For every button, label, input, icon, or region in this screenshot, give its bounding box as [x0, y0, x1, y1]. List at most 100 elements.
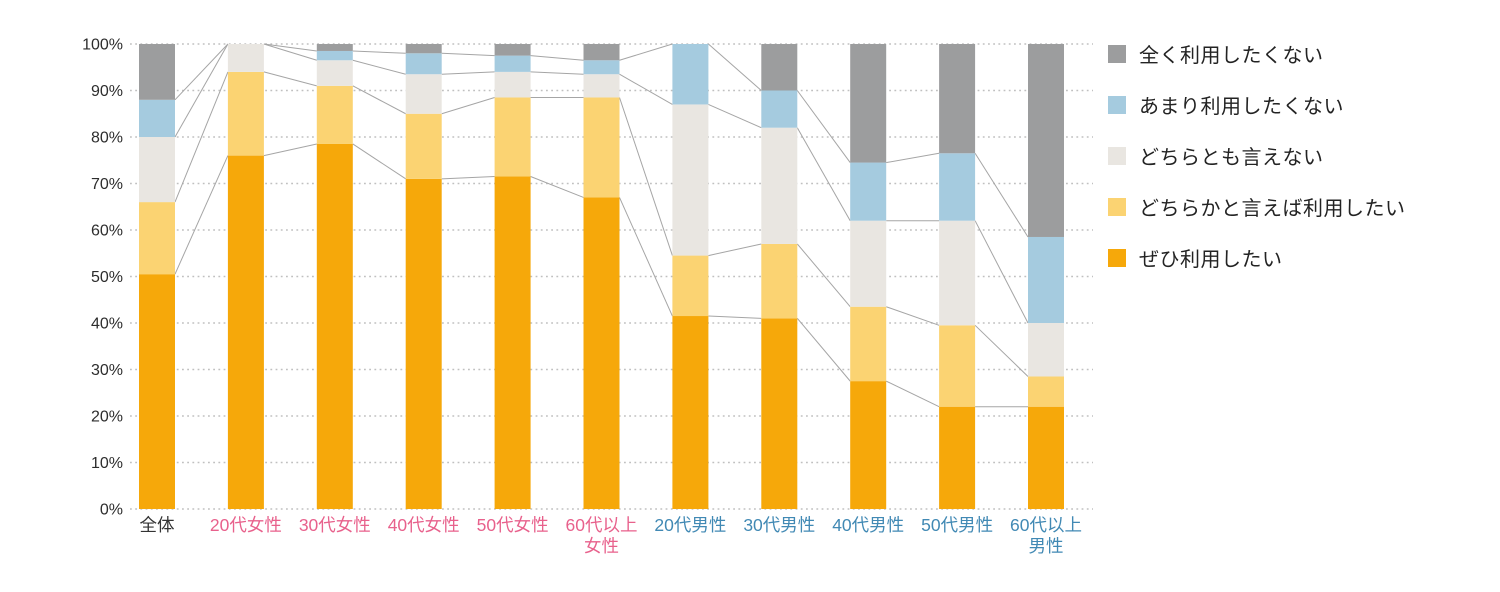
legend: 全く利用したくない あまり利用したくない どちらとも言えない どちらかと言えば利… [1108, 44, 1406, 271]
connector-line [352, 143, 406, 180]
bar-segment [405, 113, 442, 179]
bar-segment [761, 318, 798, 509]
bar-segment [405, 74, 442, 114]
connector-line [174, 43, 229, 101]
y-tick-label: 30% [91, 362, 123, 379]
connector-line [530, 71, 584, 75]
bar-segment [494, 71, 531, 98]
y-tick-label: 100% [82, 37, 123, 54]
y-tick-label: 10% [91, 455, 123, 472]
x-tick-label: 全体 [140, 515, 175, 535]
x-tick-label: 20代男性 [654, 515, 726, 535]
connector-line [886, 306, 940, 326]
legend-swatch-somewhat-want-use [1108, 197, 1126, 216]
x-tick-label: 40代女性 [388, 515, 460, 535]
connector-line [886, 152, 940, 164]
legend-item: あまり利用したくない [1108, 95, 1406, 118]
connector-line [708, 103, 762, 129]
connector-line [619, 43, 673, 61]
bar-segment [761, 243, 798, 319]
y-tick-label: 40% [91, 316, 123, 333]
bar-segment [227, 44, 264, 72]
bar-segment [583, 44, 620, 61]
bar-segment [227, 155, 264, 509]
bar-segment [316, 85, 353, 144]
connector-line [974, 153, 1029, 238]
bar-segment [761, 44, 798, 91]
y-tick-label: 60% [91, 223, 123, 240]
bar-segment [583, 74, 620, 98]
bar-segment [1028, 236, 1064, 323]
legend-item: 全く利用したくない [1108, 44, 1406, 67]
legend-label: どちらとも言えない [1139, 147, 1324, 169]
bar-segment [761, 127, 798, 244]
bar-segment [139, 202, 175, 275]
bar-segment [1028, 323, 1064, 377]
bar-segment [672, 44, 709, 105]
bar-segment [939, 44, 976, 154]
bar-segment [939, 153, 976, 221]
connector-line [796, 318, 851, 382]
bar-segment [139, 137, 175, 203]
bar-segment [1028, 44, 1064, 237]
bar-segment [316, 50, 353, 61]
y-tick-label: 70% [91, 176, 123, 193]
bar-segment [672, 316, 709, 509]
legend-item: ぜひ利用したい [1108, 248, 1406, 271]
bar-segment [1028, 376, 1064, 407]
x-tick-label: 60代以上男性 [1010, 515, 1082, 556]
bar-segment [850, 381, 887, 509]
connector-line [263, 71, 317, 87]
bar-segment [405, 178, 442, 509]
legend-label: どちらかと言えば利用したい [1139, 198, 1406, 220]
legend-swatch-definitely-want-use [1108, 248, 1126, 267]
bar-segment [405, 53, 442, 75]
bar-segment [939, 220, 976, 326]
bar-segment [939, 406, 976, 509]
connector-line [796, 90, 851, 163]
bar-segment [316, 143, 353, 509]
bar-segment [139, 99, 175, 137]
x-tick-label: 30代女性 [299, 515, 371, 535]
y-tick-label: 80% [91, 130, 123, 147]
bar-segment [494, 55, 531, 72]
connector-line [708, 315, 762, 319]
legend-label: あまり利用したくない [1139, 96, 1344, 118]
bar-segment [850, 220, 887, 307]
x-tick-label: 20代女性 [210, 515, 282, 535]
connector-line [174, 71, 229, 203]
bar-segment [672, 104, 709, 256]
connector-line [974, 220, 1029, 324]
bar-segment [850, 306, 887, 382]
connector-line [441, 96, 495, 115]
connector-line [619, 197, 673, 317]
bar-segment [672, 255, 709, 317]
connector-line [885, 380, 940, 408]
bar-segment [583, 60, 620, 75]
bar-segment [494, 44, 531, 56]
bar-segment [583, 197, 620, 509]
x-tick-label: 60代以上女性 [566, 515, 638, 556]
y-tick-label: 90% [91, 83, 123, 100]
connector-line [796, 243, 851, 308]
legend-swatch-rather-not-use [1108, 95, 1126, 114]
connector-line [174, 43, 229, 138]
connector-line [441, 52, 495, 57]
legend-label: ぜひ利用したい [1139, 249, 1283, 271]
bar-segment [139, 274, 175, 509]
legend-swatch-never-use [1108, 44, 1126, 63]
x-tick-label: 50代男性 [921, 515, 993, 535]
y-tick-label: 20% [91, 409, 123, 426]
bar-segment [316, 60, 353, 86]
bar-segment [316, 44, 353, 51]
y-tick-label: 50% [91, 269, 123, 286]
x-tick-label: 50代女性 [477, 515, 549, 535]
bar-segment [494, 176, 531, 509]
connector-line [441, 71, 495, 75]
connector-line [263, 43, 317, 52]
connector-line [352, 59, 406, 75]
legend-item: どちらとも言えない [1108, 146, 1406, 169]
legend-item: どちらかと言えば利用したい [1108, 197, 1406, 220]
